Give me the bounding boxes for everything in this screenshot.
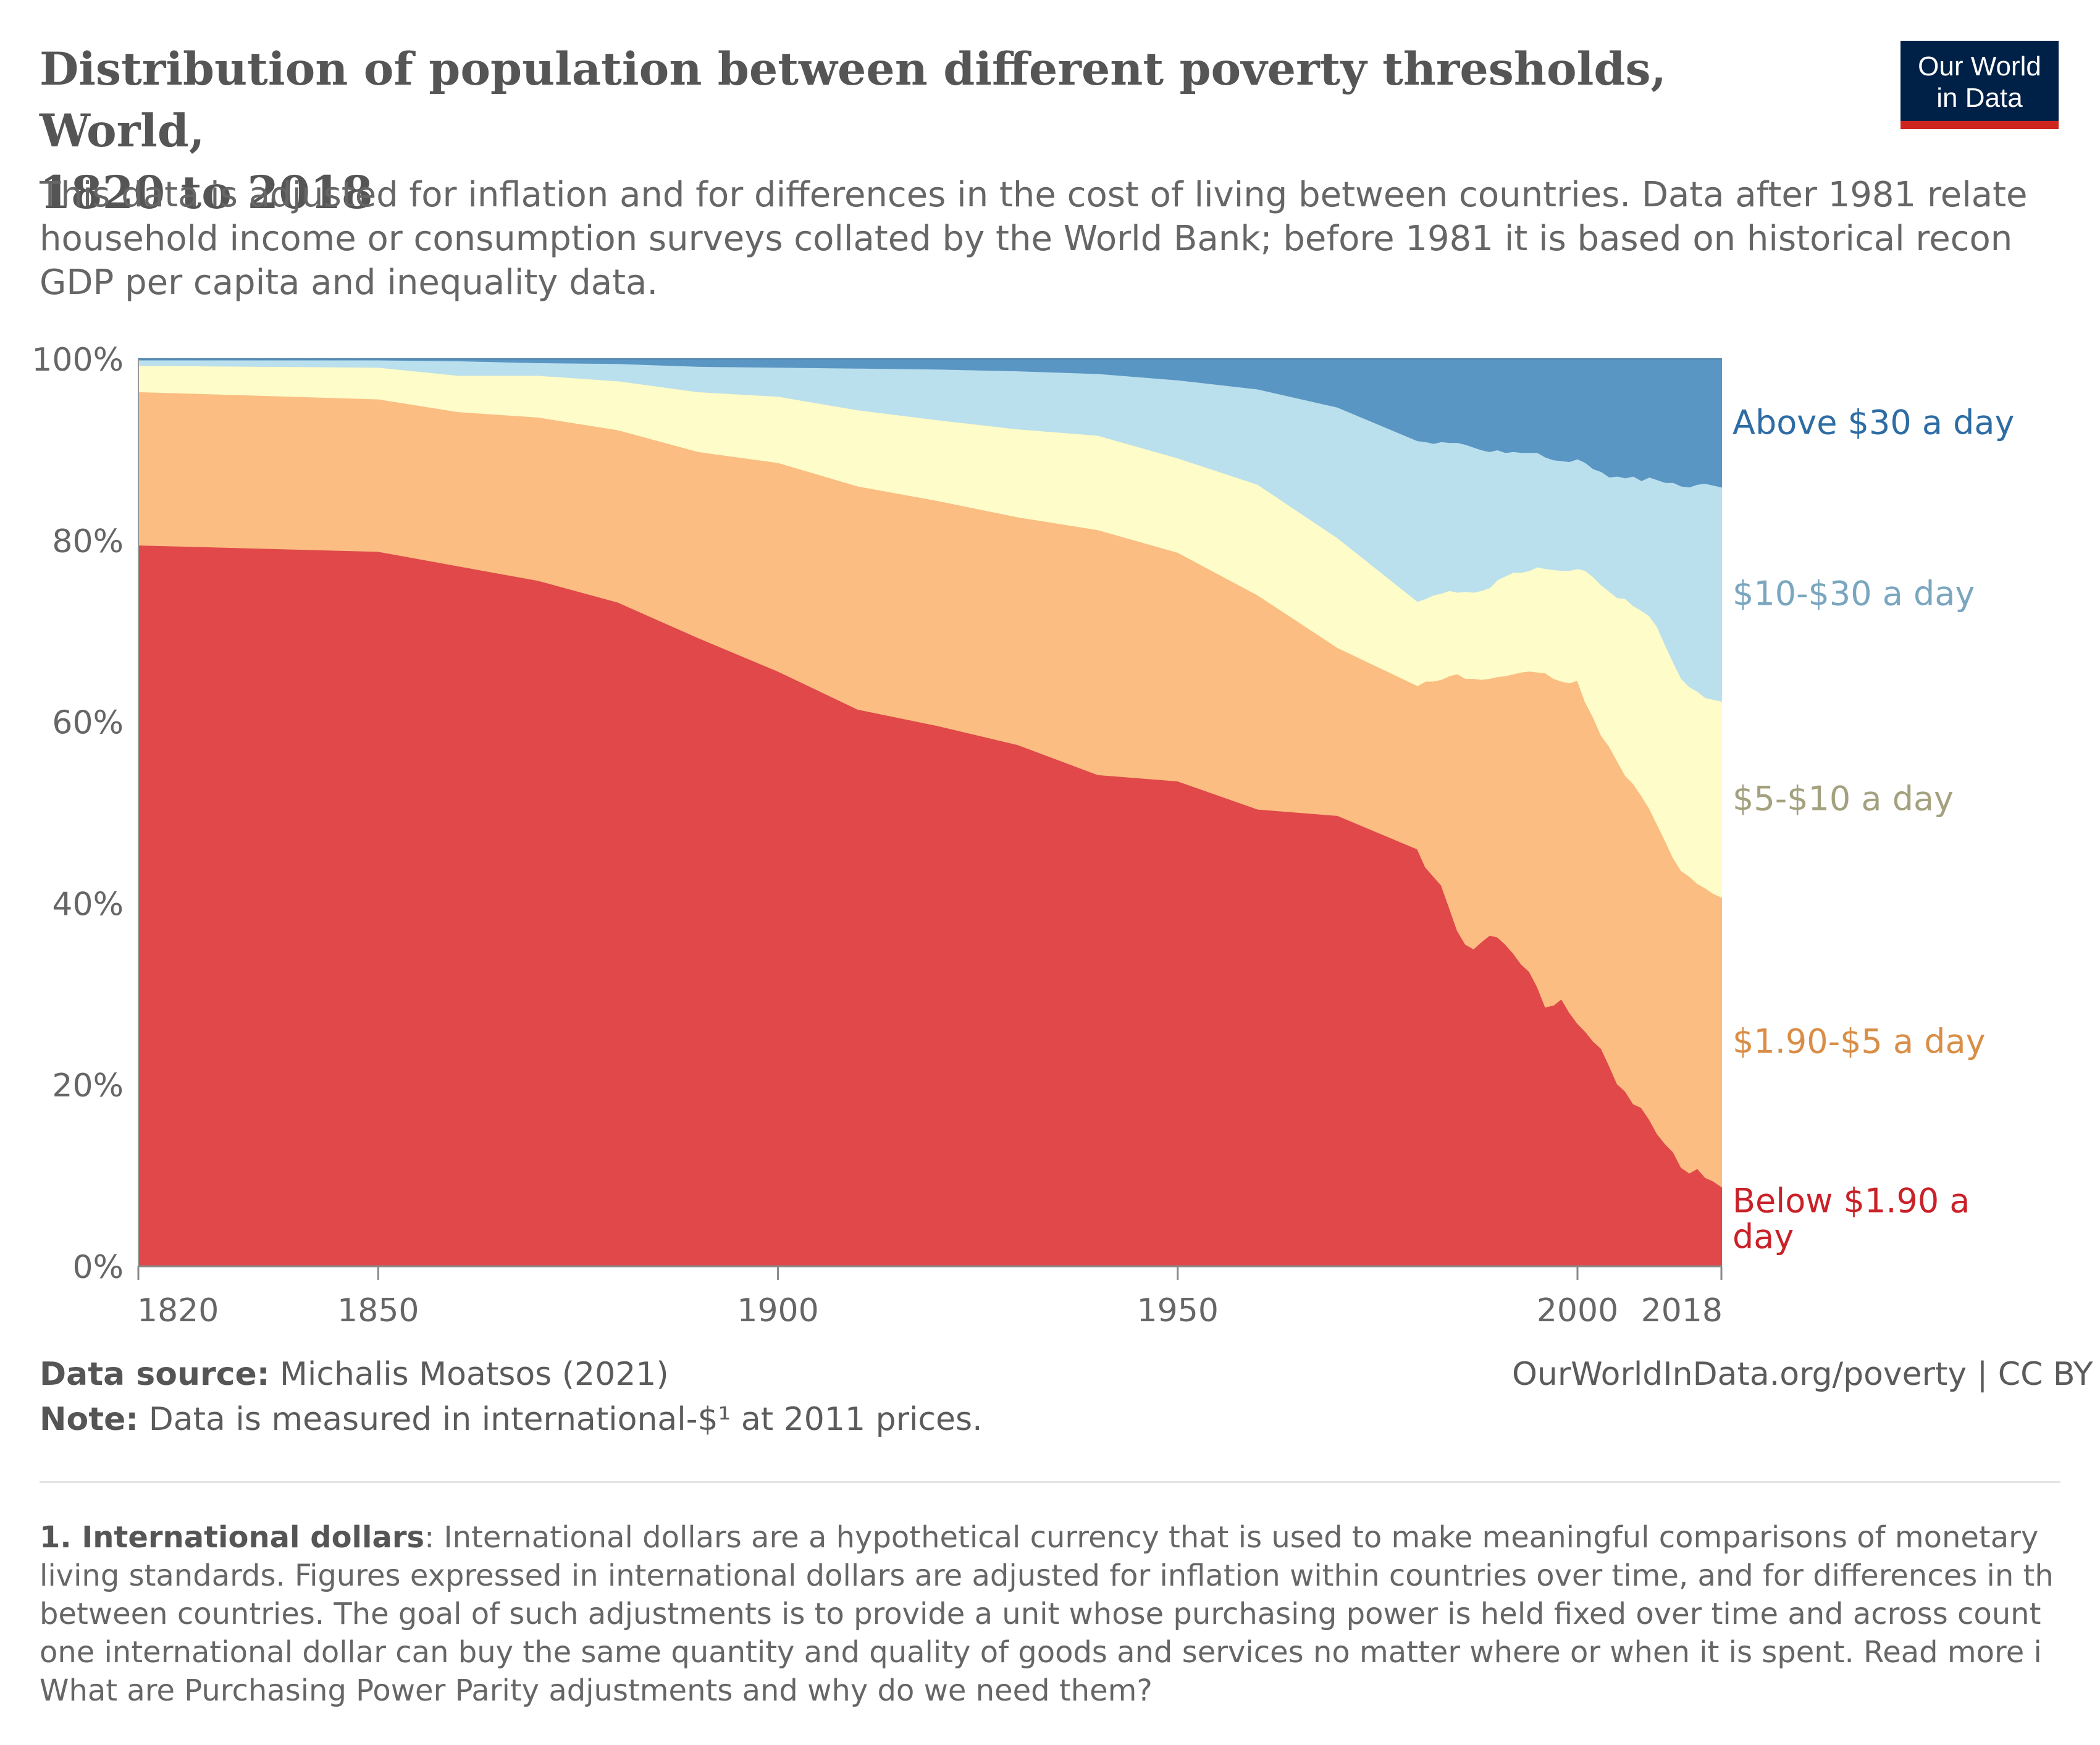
y-tick-label: 40% (52, 886, 124, 923)
chart-title-line-1: Distribution of population between diffe… (40, 43, 1666, 158)
data-source-text: Michalis Moatsos (2021) (269, 1356, 669, 1393)
subtitle-line-3: GDP per capita and inequality data. (40, 263, 658, 303)
stacked-area-chart: 0% 20% 40% 60% 80% 100% 1820 1850 1900 1950 2000 20… (32, 342, 2014, 1329)
y-tick-label: 0% (73, 1249, 124, 1286)
chart-title: Distribution of population between diffe… (40, 38, 1707, 224)
subtitle-line-1: This data is adjusted for inflation and … (40, 175, 2028, 215)
y-tick-label: 80% (52, 523, 124, 560)
x-tick-label: 1820 (137, 1292, 219, 1329)
x-tick-label: 2000 (1537, 1292, 1618, 1329)
axes: 0% 20% 40% 60% 80% 100% 1820 1850 1900 1950 2000 20… (32, 342, 1723, 1329)
chart-title-line-2: 1820 to 2018 (40, 166, 373, 219)
y-tick-label: 60% (52, 705, 124, 742)
series-label: $10-$30 a day (1732, 574, 1975, 613)
x-tick-label: 2018 (1641, 1292, 1723, 1329)
footnote-line-2: living standards. Figures expressed in i… (40, 1558, 2054, 1593)
data-source: Data source: Michalis Moatsos (2021) (40, 1356, 2100, 1393)
x-tick-label: 1850 (337, 1292, 419, 1329)
y-tick-label: 20% (52, 1067, 124, 1104)
footnote-line-1-text: : International dollars are a hypothetic… (424, 1520, 2039, 1555)
footnote-line-4: one international dollar can buy the sam… (40, 1635, 2042, 1670)
logo-line-2: in Data (1936, 83, 2023, 113)
x-tick-label: 1950 (1137, 1292, 1219, 1329)
footnote-line-5[interactable]: What are Purchasing Power Parity adjustm… (40, 1673, 1153, 1708)
area-series-5[interactable] (138, 358, 1722, 488)
footnote: 1. International dollars: International … (40, 1518, 2100, 1710)
series-labels: Below $1.90 a day $1.90-$5 a day $5-$10 a d… (1732, 403, 2014, 1256)
credit-link[interactable]: OurWorldInData.org/poverty | CC BY (1512, 1356, 2093, 1393)
x-tick-label: 1900 (737, 1292, 818, 1329)
series-label: $1.90-$5 a day (1732, 1022, 1986, 1061)
y-tick-label: 100% (32, 342, 124, 379)
data-source-label: Data source: (40, 1356, 270, 1393)
subtitle-line-2: household income or consumption surveys … (40, 219, 2013, 259)
note-text: Data is measured in international-$¹ at … (138, 1401, 983, 1438)
footnote-label: 1. International dollars (40, 1520, 425, 1555)
data-note: Note: Data is measured in international-… (40, 1401, 2100, 1438)
note-label: Note: (40, 1401, 139, 1438)
series-label: $5-$10 a day (1732, 779, 1954, 818)
series-label: Below $1.90 a day (1732, 1182, 1970, 1256)
our-world-in-data-logo[interactable]: Our World in Data (1900, 41, 2059, 129)
chart-subtitle: This data is adjusted for inflation and … (40, 173, 2100, 305)
footnote-line-3: between countries. The goal of such adju… (40, 1597, 2041, 1631)
series-label: Above $30 a day (1732, 403, 2014, 442)
logo-line-1: Our World (1918, 51, 2041, 82)
series-areas[interactable] (138, 358, 1722, 1267)
footnote-line-1: 1. International dollars: International … (40, 1518, 2100, 1557)
footer-divider (40, 1481, 2060, 1483)
